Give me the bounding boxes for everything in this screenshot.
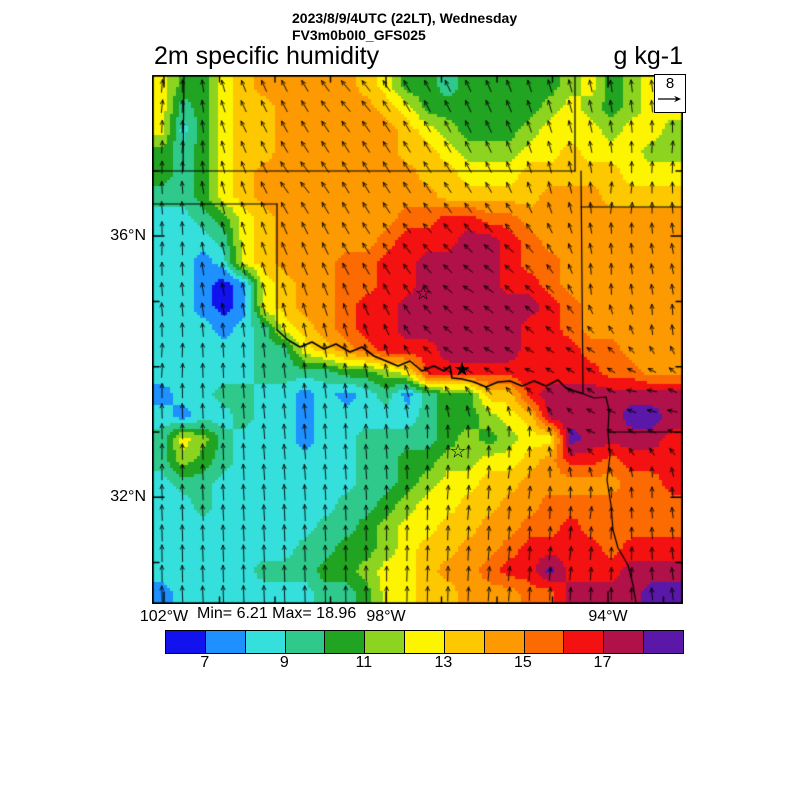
lon-tick-label-98w: 98°W bbox=[366, 608, 406, 625]
colorbar bbox=[165, 630, 684, 654]
header-datetime: 2023/8/9/4UTC (22LT), Wednesday bbox=[292, 10, 518, 26]
lon-tick-label-102w: 102°W bbox=[139, 608, 189, 625]
header-model-name: FV3m0b0I0_GFS025 bbox=[292, 27, 426, 43]
colorbar-segment bbox=[245, 631, 286, 653]
units-label: g kg-1 bbox=[613, 42, 683, 70]
humidity-field-canvas bbox=[152, 75, 683, 604]
colorbar-segment bbox=[166, 631, 206, 653]
colorbar-segment bbox=[484, 631, 525, 653]
plot-title: 2m specific humidity bbox=[154, 42, 380, 70]
colorbar-segment bbox=[365, 631, 406, 653]
colorbar-tick-label: 13 bbox=[434, 654, 453, 671]
reference-arrow-value: 8 bbox=[665, 75, 675, 92]
colorbar-tick-labels: 7 9 11 13 15 17 bbox=[165, 654, 682, 674]
colorbar-tick-label: 9 bbox=[279, 654, 289, 671]
colorbar-segment bbox=[285, 631, 326, 653]
colorbar-tick-label: 15 bbox=[514, 654, 532, 671]
colorbar-segment bbox=[444, 631, 485, 653]
minmax-stats: Min= 6.21 Max= 18.96 bbox=[197, 605, 357, 622]
colorbar-segment bbox=[644, 631, 683, 653]
reference-arrow-box: 8 bbox=[654, 74, 686, 113]
lat-tick-label-36n: 36°N bbox=[110, 227, 146, 244]
colorbar-tick-label: 7 bbox=[200, 654, 210, 671]
lon-tick-label-94w: 94°W bbox=[588, 608, 628, 625]
colorbar-segment bbox=[205, 631, 246, 653]
colorbar-tick-label: 11 bbox=[355, 654, 373, 671]
colorbar-segment bbox=[325, 631, 366, 653]
colorbar-segment bbox=[604, 631, 645, 653]
colorbar-segment bbox=[564, 631, 605, 653]
map-plot-area: ☆ ☆ ★ bbox=[152, 75, 683, 604]
colorbar-segment bbox=[524, 631, 565, 653]
reference-arrow-icon bbox=[658, 95, 681, 103]
colorbar-tick-label: 17 bbox=[593, 654, 612, 671]
lat-tick-label-32n: 32°N bbox=[110, 488, 146, 505]
colorbar-segment bbox=[405, 631, 445, 653]
